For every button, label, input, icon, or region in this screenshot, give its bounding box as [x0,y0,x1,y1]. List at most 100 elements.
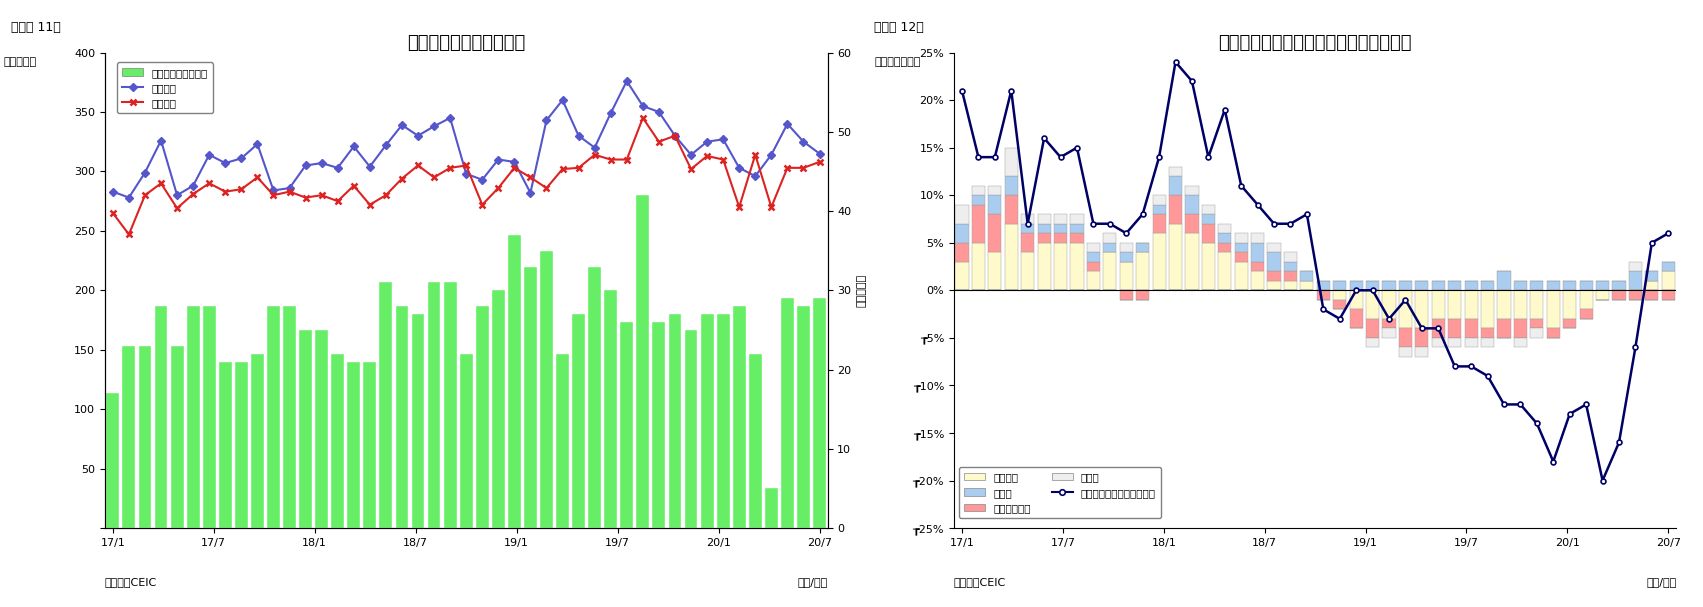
Bar [1218,243,1231,253]
Bar [1383,290,1396,319]
Bar [444,282,456,528]
Bar [1054,214,1068,224]
Bar [427,282,441,528]
Bar [1267,253,1281,271]
非石油輸出（再輸出除く） [1264,220,1284,228]
Bar [1022,253,1034,290]
Bar [1432,319,1444,338]
Bar [1497,271,1511,290]
Bar [1482,328,1494,338]
非石油輸出（再輸出除く） [1560,410,1580,418]
Bar [955,262,969,290]
非石油輸出（再輸出除く） [1115,229,1136,237]
非石油輸出（再輸出除く） [1461,363,1482,370]
Bar [1546,281,1560,290]
Bar [315,330,329,528]
Bar [1301,271,1313,281]
Bar [1349,290,1362,310]
Bar [1628,271,1642,290]
Bar [1284,281,1298,290]
Legend: 貿易収支（右目盛）, 総輸出額, 総輸入額: 貿易収支（右目盛）, 総輸出額, 総輸入額 [118,63,213,114]
Bar [460,354,473,528]
Bar [955,243,969,262]
Bar [1104,253,1117,290]
Bar [1563,290,1577,319]
Bar [1104,233,1117,243]
Bar [955,205,969,224]
Bar [1333,281,1347,290]
Bar [1531,281,1543,290]
Bar [1168,167,1182,176]
Bar [1448,319,1461,338]
Bar [106,393,119,528]
Bar [1153,214,1165,233]
Text: （年/月）: （年/月） [797,577,828,587]
非石油輸出（再輸出除く） [1395,296,1415,304]
Bar [1349,310,1362,328]
Bar [1202,214,1214,224]
Bar [300,330,312,528]
Bar [155,306,167,528]
Title: シンガポール　貿易収支: シンガポール 貿易収支 [407,35,525,52]
Bar [283,306,296,528]
Bar [1497,290,1511,319]
Bar [1054,243,1068,290]
非石油輸出（再輸出除く） [1609,439,1630,446]
Bar [1482,290,1494,328]
Bar [1448,338,1461,347]
Bar [1448,281,1461,290]
Bar [1613,281,1626,290]
Bar [1252,262,1264,271]
Bar [1087,271,1100,290]
Bar [669,314,681,528]
非石油輸出（再輸出除く） [1494,401,1514,408]
Bar [955,224,969,243]
Bar [1005,224,1018,290]
Bar [1366,281,1379,290]
Bar [1398,281,1412,290]
Bar [1514,290,1528,319]
Bar [1333,290,1347,300]
Text: （資料）CEIC: （資料）CEIC [954,577,1006,587]
Bar [250,354,264,528]
Title: シンガポール　輸出の伸び率（品目別）: シンガポール 輸出の伸び率（品目別） [1218,35,1412,52]
Bar [1482,281,1494,290]
非石油輸出（再輸出除く） [1165,58,1185,66]
Bar [1662,290,1674,300]
Bar [1202,243,1214,290]
Bar [1267,243,1281,253]
非石油輸出（再輸出除く） [1526,420,1546,427]
Bar [138,346,152,528]
非石油輸出（再輸出除く） [1100,220,1121,228]
Bar [988,195,1001,214]
Bar [988,253,1001,290]
非石油輸出（再輸出除く） [1429,325,1449,332]
非石油輸出（再輸出除く） [1247,201,1267,208]
非石油輸出（再輸出除く） [1182,78,1202,85]
Bar [475,306,489,528]
非石油輸出（再輸出除く） [1575,401,1596,408]
Bar [1546,290,1560,328]
非石油輸出（再輸出除く） [1281,220,1301,228]
Bar [1071,243,1083,290]
Bar [1366,290,1379,319]
Bar [1252,243,1264,262]
Bar [1415,347,1429,357]
Bar [1168,224,1182,290]
非石油輸出（再輸出除く） [1659,229,1679,237]
Bar [1514,281,1528,290]
Bar [1596,290,1609,300]
Bar [1185,214,1199,233]
Line: 非石油輸出（再輸出除く）: 非石油輸出（再輸出除く） [959,59,1671,483]
Bar [1432,338,1444,347]
Bar [395,306,409,528]
Bar [525,266,536,528]
Bar [380,282,392,528]
Bar [1415,290,1429,328]
Legend: 電子製品, 医薬品, 石油化学製品, その他, 非石油輸出（再輸出除く）: 電子製品, 医薬品, 石油化学製品, その他, 非石油輸出（再輸出除く） [959,467,1161,518]
Bar [1333,300,1347,310]
Bar [1514,338,1528,347]
Bar [347,362,359,528]
非石油輸出（再輸出除く） [1132,211,1153,218]
Bar [1316,290,1330,300]
